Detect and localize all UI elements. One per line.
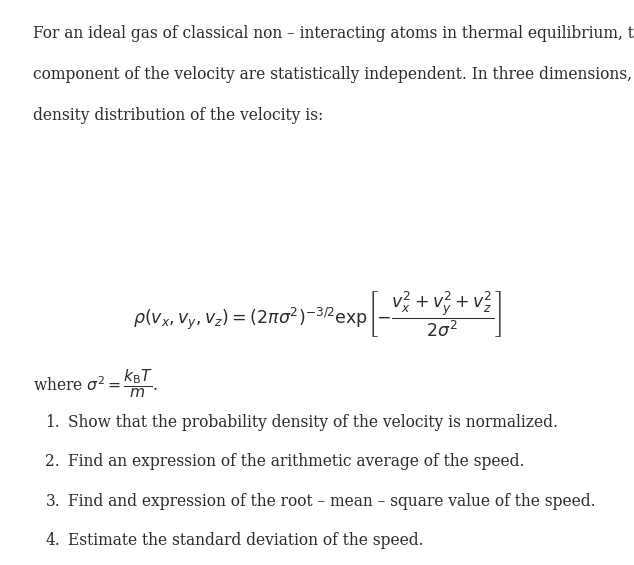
- Text: component of the velocity are statistically independent. In three dimensions, th: component of the velocity are statistica…: [33, 66, 634, 83]
- Text: where $\sigma^2 = \dfrac{k_{\mathrm{B}}T}{m}$.: where $\sigma^2 = \dfrac{k_{\mathrm{B}}T…: [33, 367, 158, 400]
- Text: density distribution of the velocity is:: density distribution of the velocity is:: [33, 107, 323, 124]
- Text: Show that the probability density of the velocity is normalized.: Show that the probability density of the…: [68, 414, 559, 431]
- Text: 4.: 4.: [46, 532, 60, 549]
- Text: For an ideal gas of classical non – interacting atoms in thermal equilibrium, th: For an ideal gas of classical non – inte…: [33, 25, 634, 42]
- Text: 1.: 1.: [46, 414, 60, 431]
- Text: 3.: 3.: [46, 493, 60, 510]
- Text: Find and expression of the root – mean – square value of the speed.: Find and expression of the root – mean –…: [68, 493, 596, 510]
- Text: Find an expression of the arithmetic average of the speed.: Find an expression of the arithmetic ave…: [68, 453, 525, 470]
- Text: 2.: 2.: [46, 453, 60, 470]
- Text: $\rho(v_x, v_y, v_z) = (2\pi\sigma^2)^{-3/2}\mathrm{exp}\left[-\dfrac{v_x^2 + v_: $\rho(v_x, v_y, v_z) = (2\pi\sigma^2)^{-…: [133, 289, 501, 338]
- Text: Estimate the standard deviation of the speed.: Estimate the standard deviation of the s…: [68, 532, 424, 549]
